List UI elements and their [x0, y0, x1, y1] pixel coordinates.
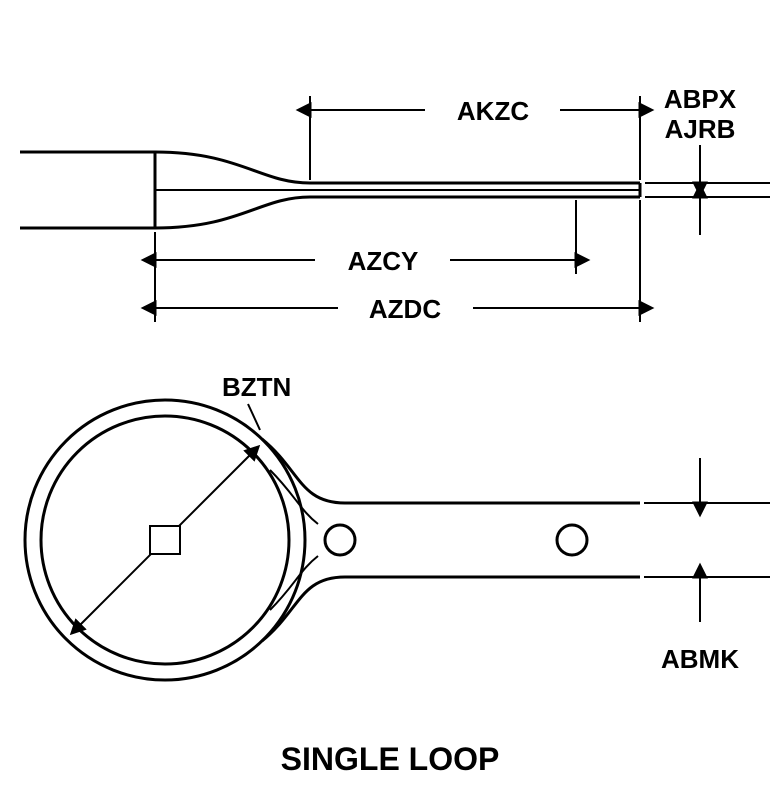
label-abpx: ABPX: [664, 84, 737, 114]
grip-outline: [20, 152, 155, 228]
top-view: AKZC AZCY AZDC ABPX AJRB: [20, 84, 770, 324]
single-loop-diagram: AKZC AZCY AZDC ABPX AJRB: [0, 0, 780, 802]
label-ajrb: AJRB: [665, 114, 736, 144]
dim-diameter: [80, 455, 250, 625]
diagram-title: SINGLE LOOP: [281, 741, 500, 777]
leader-bztn: BZTN: [222, 372, 291, 430]
dim-azcy: AZCY: [155, 246, 576, 276]
label-abmk: ABMK: [661, 644, 739, 674]
hole-1: [325, 525, 355, 555]
inner-tangent-top: [270, 470, 318, 524]
inner-tangent-bottom: [270, 556, 318, 610]
label-akzc: AKZC: [457, 96, 529, 126]
diameter-box: [150, 526, 180, 554]
dim-abmk: ABMK: [644, 458, 770, 674]
dim-azdc: AZDC: [155, 294, 640, 324]
hole-2: [557, 525, 587, 555]
bottom-view: BZTN ABMK: [25, 372, 770, 680]
bar-top: [262, 439, 640, 503]
label-azdc: AZDC: [369, 294, 441, 324]
dim-thickness: ABPX AJRB: [645, 84, 770, 235]
bar-bottom: [262, 577, 640, 641]
label-bztn: BZTN: [222, 372, 291, 402]
shaft-top: [155, 152, 640, 183]
shaft-bottom: [155, 197, 640, 228]
dim-akzc: AKZC: [310, 96, 640, 126]
label-azcy: AZCY: [348, 246, 419, 276]
